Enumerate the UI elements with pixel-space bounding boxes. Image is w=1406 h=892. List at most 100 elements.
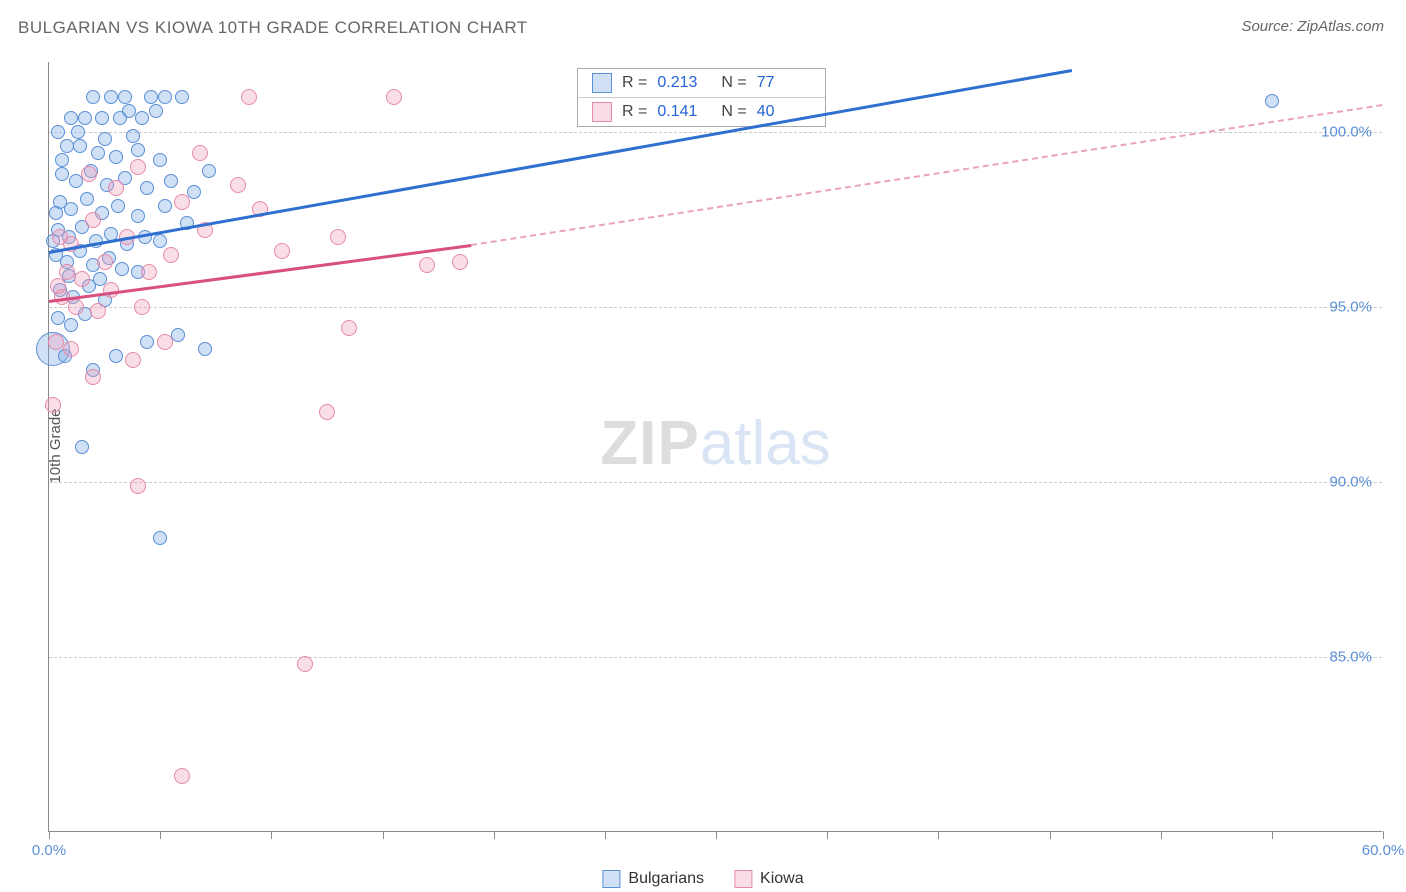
x-tick-mark [827, 831, 828, 839]
chart-title: BULGARIAN VS KIOWA 10TH GRADE CORRELATIO… [18, 18, 528, 38]
data-point [45, 397, 61, 413]
data-point [274, 243, 290, 259]
data-point [1265, 94, 1279, 108]
data-point [60, 139, 74, 153]
x-tick-mark [716, 831, 717, 839]
data-point [174, 194, 190, 210]
data-point [115, 262, 129, 276]
data-point [52, 229, 68, 245]
x-tick-mark [938, 831, 939, 839]
data-point [49, 206, 63, 220]
x-tick-mark [1050, 831, 1051, 839]
legend-swatch-bulgarians [602, 870, 620, 888]
data-point [109, 349, 123, 363]
data-point [198, 342, 212, 356]
data-point [86, 90, 100, 104]
data-point [153, 153, 167, 167]
data-point [51, 311, 65, 325]
legend-swatch-kiowa [734, 870, 752, 888]
data-point [59, 264, 75, 280]
data-point [68, 299, 84, 315]
x-tick-mark [49, 831, 50, 839]
x-tick-label: 0.0% [32, 842, 66, 859]
data-point [419, 257, 435, 273]
data-point [73, 139, 87, 153]
data-point [64, 202, 78, 216]
data-point [330, 229, 346, 245]
data-point [81, 166, 97, 182]
data-point [171, 328, 185, 342]
x-tick-mark [494, 831, 495, 839]
data-point [91, 146, 105, 160]
data-point [297, 656, 313, 672]
data-point [48, 334, 64, 350]
watermark-bold: ZIP [600, 408, 699, 477]
data-point [157, 334, 173, 350]
data-point [140, 181, 154, 195]
data-point [149, 104, 163, 118]
data-point [74, 271, 90, 287]
data-point [55, 153, 69, 167]
data-point [80, 192, 94, 206]
data-point [108, 180, 124, 196]
data-point [64, 111, 78, 125]
data-point [51, 125, 65, 139]
data-point [118, 90, 132, 104]
data-point [141, 264, 157, 280]
x-tick-mark [1383, 831, 1384, 839]
data-point [98, 132, 112, 146]
data-point [153, 234, 167, 248]
watermark: ZIPatlas [600, 407, 830, 478]
data-point [230, 177, 246, 193]
data-point [158, 199, 172, 213]
data-point [126, 129, 140, 143]
data-point [341, 320, 357, 336]
data-point [85, 212, 101, 228]
data-point [75, 440, 89, 454]
x-tick-mark [605, 831, 606, 839]
data-point [175, 90, 189, 104]
legend-label-bulgarians: Bulgarians [628, 870, 704, 888]
legend-label-kiowa: Kiowa [760, 870, 804, 888]
data-point [109, 150, 123, 164]
data-point [64, 318, 78, 332]
gridline [49, 482, 1382, 483]
legend-item-bulgarians: Bulgarians [602, 870, 704, 888]
x-tick-mark [271, 831, 272, 839]
r-value-kiowa: 0.141 [657, 103, 711, 121]
data-point [122, 104, 136, 118]
data-point [192, 145, 208, 161]
x-tick-label: 60.0% [1362, 842, 1405, 859]
data-point [135, 111, 149, 125]
data-point [104, 90, 118, 104]
data-point [90, 303, 106, 319]
data-point [163, 247, 179, 263]
data-point [125, 352, 141, 368]
y-tick-label: 90.0% [1329, 474, 1372, 491]
data-point [85, 369, 101, 385]
data-point [130, 478, 146, 494]
data-point [174, 768, 190, 784]
n-value-bulgarians: 77 [757, 74, 811, 92]
x-tick-mark [383, 831, 384, 839]
watermark-light: atlas [700, 408, 831, 477]
data-point [134, 299, 150, 315]
r-label: R = [622, 74, 647, 92]
n-label: N = [721, 74, 746, 92]
series-legend: Bulgarians Kiowa [602, 870, 803, 888]
source-attribution: Source: ZipAtlas.com [1241, 18, 1384, 35]
correlation-legend-box: R = 0.213 N = 77 R = 0.141 N = 40 [577, 68, 826, 127]
data-point [55, 167, 69, 181]
data-point [164, 174, 178, 188]
data-point [78, 111, 92, 125]
data-point [71, 125, 85, 139]
correlation-row-bulgarians: R = 0.213 N = 77 [578, 69, 825, 98]
x-tick-mark [1272, 831, 1273, 839]
plot-area: ZIPatlas R = 0.213 N = 77 R = 0.141 N = … [48, 62, 1382, 832]
y-tick-label: 95.0% [1329, 299, 1372, 316]
swatch-kiowa [592, 102, 612, 122]
data-point [319, 404, 335, 420]
r-value-bulgarians: 0.213 [657, 74, 711, 92]
data-point [111, 199, 125, 213]
gridline [49, 657, 1382, 658]
